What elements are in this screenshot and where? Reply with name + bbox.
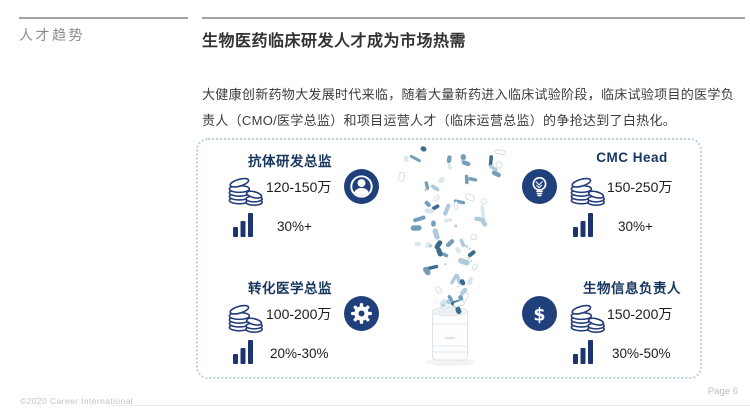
footer-rule [112,405,750,406]
page-number: Page 6 [707,386,738,397]
growth-value: 30%+ [277,219,312,234]
header-rule-right [202,17,745,19]
salary-value: 100-200万 [266,306,332,322]
bar-chart-icon [233,213,253,237]
bar-chart-icon [573,340,593,364]
role-title: 转化医学总监 [248,281,332,296]
role-card: 抗体研发总监 120-150万 30%+ [222,148,392,248]
role-card: 转化医学总监 100-200万 20%-30% [222,275,392,375]
growth-value: 30%-50% [612,346,671,361]
intro-paragraph: 大健康创新药物大发展时代来临，随着大量新药进入临床试验阶段，临床试验项目的医学负… [202,87,735,128]
bar-chart-icon [233,340,253,364]
coins-icon [570,304,605,334]
section-label: 人才趋势 [19,27,85,43]
growth-value: 20%-30% [270,346,329,361]
confetti-pills [398,146,507,315]
salary-value: 150-250万 [607,179,673,195]
role-title: 抗体研发总监 [248,154,332,169]
copyright-text: ©2020 Career International [20,396,134,406]
role-title: 生物信息负责人 [583,281,681,296]
salary-value: 150-200万 [607,306,673,322]
gear-icon [344,296,379,331]
lightbulb-icon [522,169,557,204]
salary-value: 120-150万 [266,179,332,195]
page-title: 生物医药临床研发人才成为市场热需 [202,33,467,50]
coins-icon [570,177,605,207]
svg-text:$: $ [533,305,545,325]
person-icon [344,169,379,204]
growth-value: 30%+ [618,219,653,234]
role-card: 生物信息负责人 150-200万 30%-50% $ [520,275,690,375]
coins-icon [228,304,263,334]
role-title: CMC Head [596,150,668,165]
dollar-icon: $ [522,296,557,331]
pill-burst-graphic [398,146,507,366]
bar-chart-icon [573,213,593,237]
pill-bottle-icon [425,307,475,366]
role-card: CMC Head 150-250万 30%+ [520,148,690,248]
coins-icon [228,177,263,207]
header-rule-left [19,17,188,19]
